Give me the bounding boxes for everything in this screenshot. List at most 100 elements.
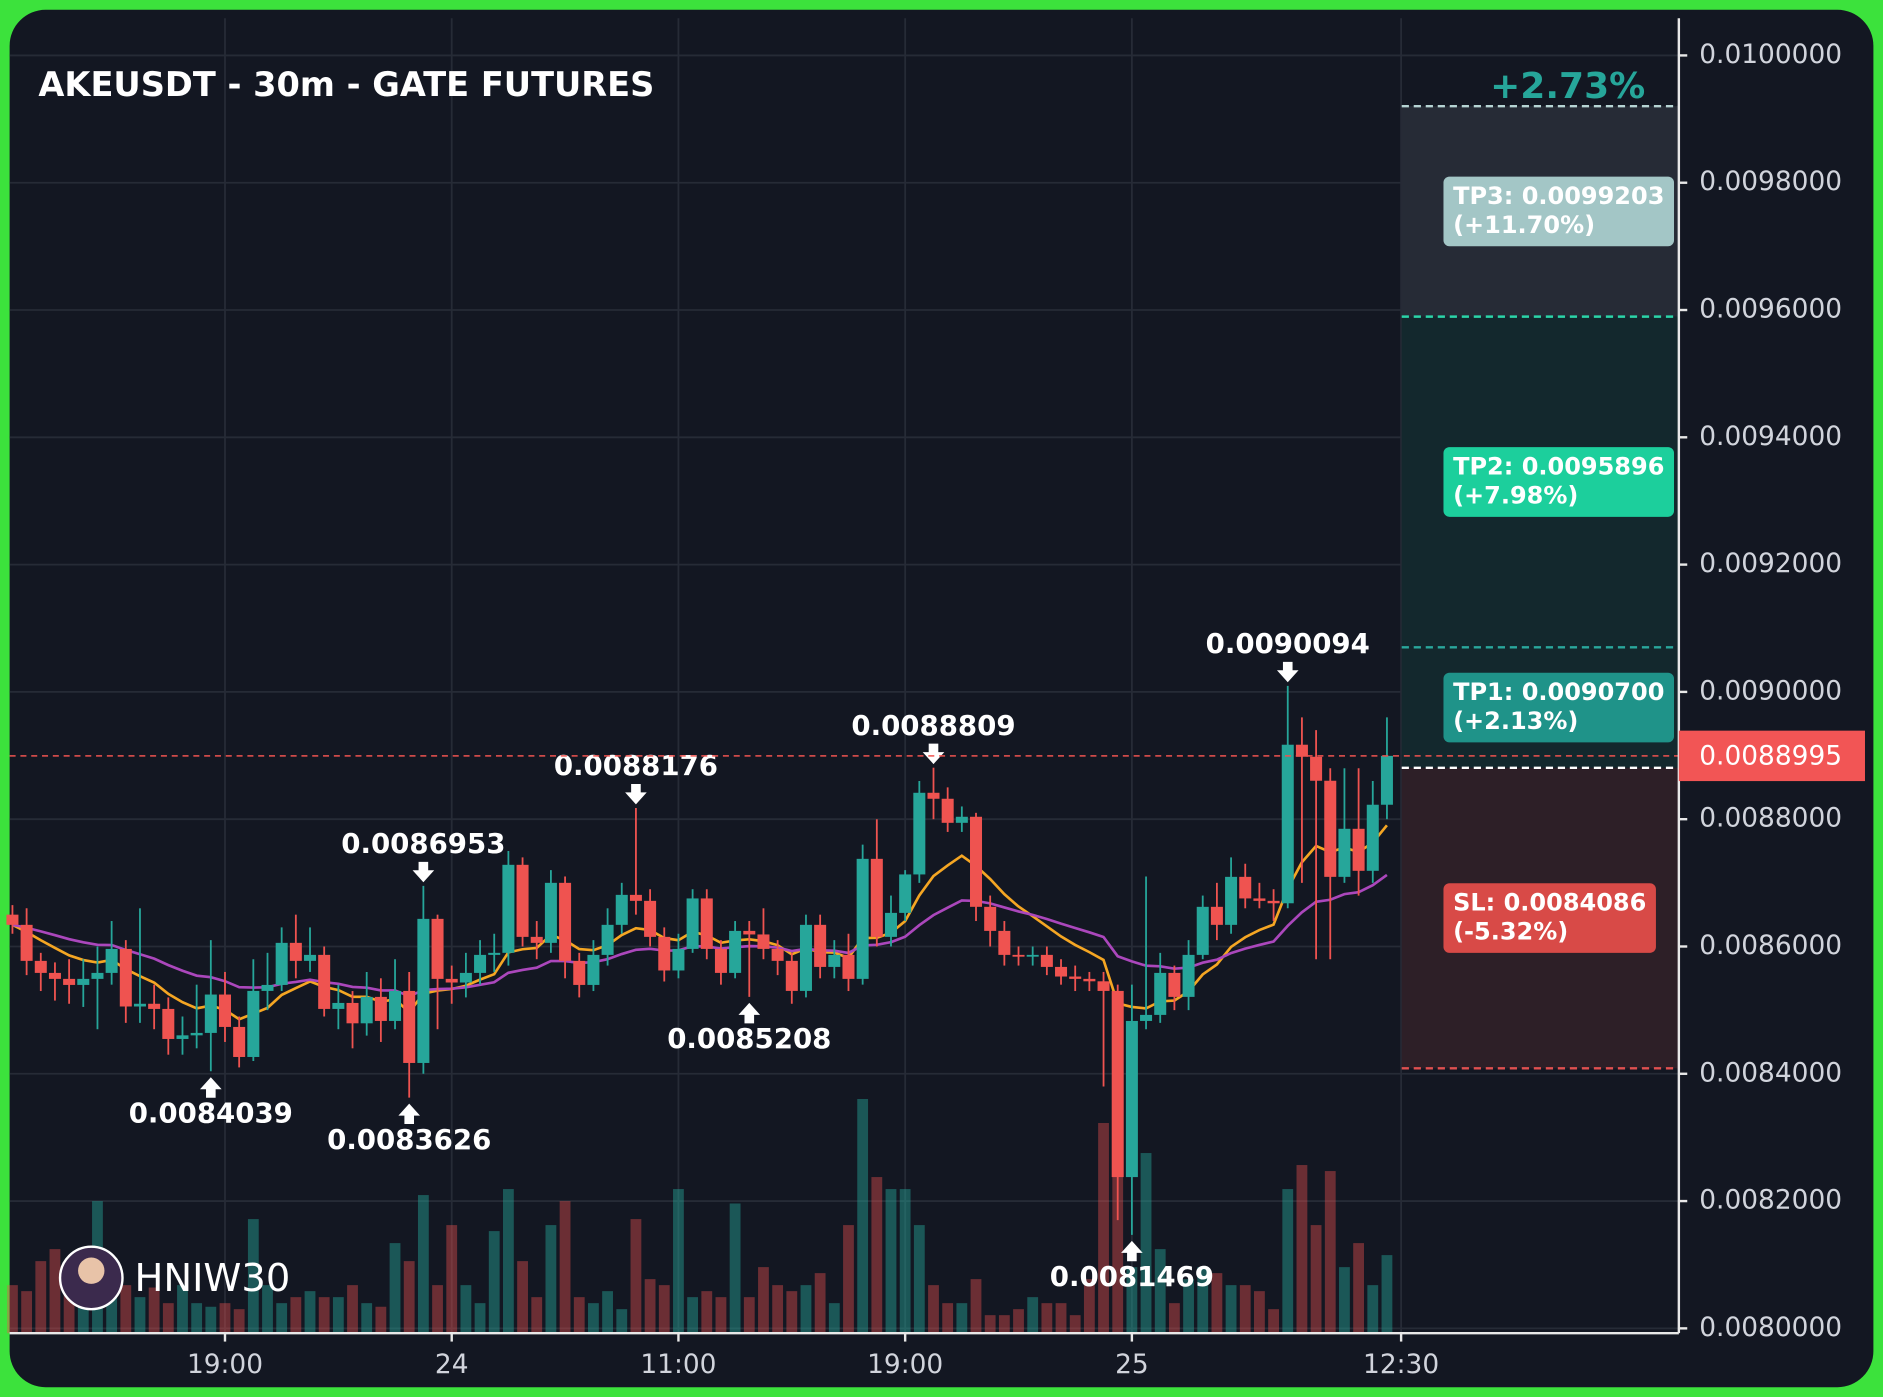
candle-body (1040, 954, 1053, 967)
candle-body (417, 918, 430, 1063)
level-name: TP2: 0.0095896 (1453, 453, 1664, 481)
candle-body (970, 816, 983, 907)
volume-bar (148, 1287, 160, 1334)
candle-body (105, 948, 118, 973)
candle-body (431, 918, 444, 979)
x-tick-label: 24 (435, 1349, 469, 1380)
candle-body (1168, 972, 1181, 997)
candle-body (474, 954, 487, 973)
volume-bar (1168, 1303, 1180, 1334)
volume-bar (1353, 1243, 1365, 1334)
candle-body (190, 1032, 203, 1036)
volume-bar (1083, 1279, 1095, 1334)
volume-bar (573, 1297, 585, 1334)
volume-bar (262, 1285, 273, 1334)
candle-body (502, 864, 515, 953)
candle-body (445, 978, 458, 983)
y-tick-label: 0.0100000 (1699, 39, 1842, 70)
volume-bar (1268, 1309, 1279, 1334)
volume-bar (630, 1219, 642, 1334)
pivot-low-label: 0.0084039 (129, 1097, 293, 1130)
volume-bar (488, 1231, 500, 1334)
volume-bar (545, 1225, 557, 1334)
volume-bar (1324, 1171, 1336, 1334)
overlays: TP3: 0.0099203(+11.70%) TP2: 0.0095896(+7… (9, 176, 1679, 1293)
volume-bar (502, 1189, 514, 1334)
candle-body (20, 924, 33, 961)
volume-bar (616, 1309, 628, 1334)
level-change: (-5.32%) (1453, 917, 1568, 945)
candle-body (289, 942, 302, 961)
volume-bar (1197, 1267, 1209, 1334)
volume-bar (1140, 1153, 1152, 1334)
pivot-arrow (922, 743, 945, 765)
candles (6, 685, 1393, 1235)
pivot-high-label: 0.0090094 (1206, 627, 1370, 660)
volume-bar (885, 1189, 897, 1334)
candle-body (559, 882, 572, 961)
candle-body (1366, 804, 1379, 871)
candle-body (814, 924, 827, 967)
candle-body (899, 874, 912, 913)
volume-bar (162, 1303, 174, 1334)
volume-bar (432, 1285, 443, 1334)
candle-body (1111, 990, 1124, 1178)
candle-body (389, 990, 402, 1021)
candle-body (516, 864, 529, 937)
y-tick-label: 0.0094000 (1699, 421, 1842, 452)
volume-bar (1183, 1279, 1194, 1334)
candle-body (601, 924, 614, 955)
candle-body (119, 948, 132, 1007)
volume-bar (290, 1297, 302, 1334)
candle-body (672, 948, 685, 971)
volume-bar (800, 1285, 812, 1334)
volume-bar (403, 1261, 415, 1334)
volume-bar (786, 1291, 798, 1334)
level-name: TP1: 0.0090700 (1453, 678, 1664, 706)
volume-bar (191, 1303, 203, 1334)
candle-body (1125, 1020, 1138, 1178)
candle-body (984, 906, 997, 931)
pivot-arrow (398, 1103, 421, 1125)
volume-bar (1282, 1189, 1294, 1334)
volume-bar (247, 1219, 259, 1334)
volume-bar (1013, 1309, 1024, 1334)
volume-bar (49, 1249, 61, 1334)
level-change: (+11.70%) (1453, 211, 1595, 239)
candle-body (1225, 876, 1238, 925)
volume-bar (970, 1279, 982, 1334)
candle-body (729, 930, 742, 973)
candle-body (247, 990, 260, 1057)
candle-body (459, 972, 472, 983)
volume-bar (743, 1297, 755, 1334)
candle-body (1295, 744, 1308, 757)
volume-bar (304, 1291, 316, 1334)
volume-bar (1154, 1249, 1166, 1334)
level-change: (+2.13%) (1453, 707, 1578, 735)
volume-bar (1296, 1165, 1308, 1334)
candle-body (615, 894, 628, 925)
volume-bar (21, 1291, 33, 1334)
volume-bar (602, 1291, 613, 1334)
volume-bar (531, 1297, 543, 1334)
x-tick-label: 12:30 (1363, 1349, 1439, 1380)
pivot-arrow (625, 783, 647, 805)
volume-bar (1041, 1303, 1053, 1334)
candle-body (544, 882, 557, 943)
volume-bar (332, 1297, 344, 1334)
volume-bar (347, 1285, 358, 1334)
volume-bar (899, 1189, 911, 1334)
volume-bar (1239, 1285, 1251, 1334)
volume-bar (1098, 1123, 1109, 1334)
volume-bar (1310, 1225, 1322, 1334)
grid (9, 18, 1679, 1334)
volume-bar (1225, 1285, 1237, 1334)
volume-bar (1055, 1303, 1067, 1334)
candle-body (34, 960, 47, 973)
candle-body (644, 900, 657, 937)
pivot-arrow (738, 1002, 761, 1024)
y-tick-label: 0.0088000 (1699, 803, 1842, 834)
candle-body (856, 858, 869, 979)
pivot-high-label: 0.0086953 (341, 827, 505, 860)
